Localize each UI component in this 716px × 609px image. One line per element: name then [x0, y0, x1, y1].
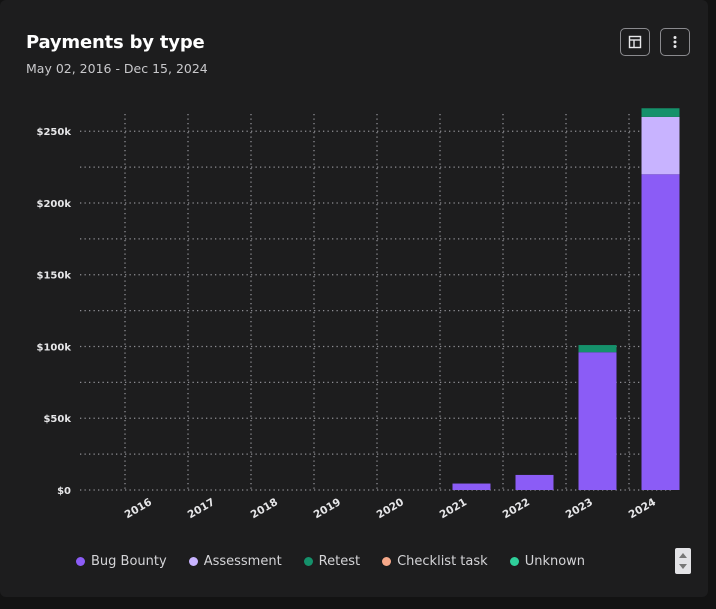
legend-swatch [188, 556, 198, 566]
legend-swatch [509, 556, 519, 566]
legend-swatch [303, 556, 313, 566]
y-tick-label: $100k [37, 342, 72, 353]
bar-segment-bug-bounty[interactable] [578, 352, 617, 490]
y-tick-label: $0 [57, 486, 71, 497]
y-tick-label: $150k [37, 271, 72, 282]
legend-label: Bug Bounty [91, 553, 167, 569]
vertical-dots-icon [673, 36, 677, 48]
legend-label: Unknown [524, 553, 586, 569]
y-tick-label: $200k [37, 199, 72, 210]
x-tick-label: 2022 [501, 496, 532, 521]
bar-segment-bug-bounty[interactable] [641, 174, 680, 490]
table-layout-button[interactable] [620, 28, 650, 56]
chart-legend: Bug Bounty Assessment Retest Checklist task… [76, 552, 607, 570]
legend-swatch [76, 556, 85, 566]
x-tick-label: 2017 [186, 496, 217, 521]
legend-label: Retest [318, 553, 361, 569]
legend-item-retest[interactable]: Retest [303, 553, 361, 569]
legend-item-unknown[interactable]: Unknown [509, 553, 586, 569]
legend-label: Checklist task [397, 553, 488, 569]
x-tick-label: 2021 [438, 496, 469, 521]
y-axis-ticks: $0 $50k $100k $150k $200k $250k [37, 127, 72, 497]
x-tick-label: 2016 [123, 496, 154, 521]
bar-segment-retest[interactable] [578, 345, 617, 353]
legend-swatch [382, 556, 392, 566]
bar-segment-assessment[interactable] [641, 116, 680, 175]
x-axis-ticks: 2016 2017 2018 2019 2020 2021 2022 2023 2024 [123, 496, 658, 521]
chart-card: Payments by type May 02, 2016 - Dec 15, … [0, 0, 708, 597]
x-tick-label: 2024 [627, 496, 658, 521]
legend-item-bug-bounty[interactable]: Bug Bounty [76, 554, 167, 569]
chart-title: Payments by type [26, 32, 205, 53]
date-range: May 02, 2016 - Dec 15, 2024 [26, 61, 208, 76]
legend-label: Assessment [203, 553, 282, 569]
more-options-button[interactable] [660, 28, 690, 56]
bar-segment-bug-bounty[interactable] [452, 483, 491, 490]
legend-scroller[interactable] [675, 548, 691, 574]
scroll-up-icon[interactable] [679, 553, 687, 558]
y-tick-label: $250k [37, 127, 72, 138]
x-tick-label: 2020 [375, 496, 406, 521]
legend-item-assessment[interactable]: Assessment [188, 553, 282, 569]
y-tick-label: $50k [43, 414, 71, 425]
legend-item-checklist-task[interactable]: Checklist task [382, 554, 488, 569]
bar-segment-retest[interactable] [641, 108, 680, 117]
table-layout-icon [628, 35, 642, 49]
stacked-bar-chart: $0$50k$100k$150k$200k$250k 2016 2017 2018 2… [37, 108, 680, 521]
x-tick-label: 2018 [249, 496, 280, 521]
chart-bars [452, 108, 680, 490]
x-tick-label: 2019 [312, 496, 343, 521]
bar-segment-bug-bounty[interactable] [515, 474, 554, 490]
scroll-down-icon[interactable] [679, 564, 687, 569]
x-tick-label: 2023 [564, 496, 595, 521]
